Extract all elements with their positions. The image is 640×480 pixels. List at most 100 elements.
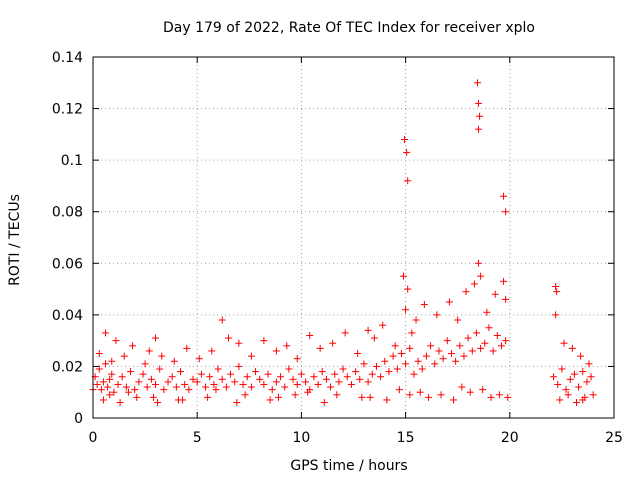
- data-point: [108, 357, 116, 365]
- data-point: [570, 370, 578, 378]
- data-point: [183, 344, 191, 352]
- data-point: [447, 350, 455, 358]
- data-point: [285, 365, 293, 373]
- data-point: [227, 370, 235, 378]
- data-point: [243, 373, 251, 381]
- data-point: [495, 391, 503, 399]
- data-point: [427, 342, 435, 350]
- data-point: [364, 326, 372, 334]
- data-point: [114, 380, 122, 388]
- data-point: [479, 386, 487, 394]
- data-point: [416, 388, 424, 396]
- data-point: [439, 355, 447, 363]
- data-point: [475, 99, 483, 107]
- data-point: [552, 282, 560, 290]
- data-point: [293, 380, 301, 388]
- data-point: [445, 298, 453, 306]
- data-point: [406, 344, 414, 352]
- data-point: [152, 334, 160, 342]
- data-point: [466, 388, 474, 396]
- data-point: [231, 378, 239, 386]
- data-point: [372, 362, 380, 370]
- data-point: [389, 352, 397, 360]
- data-point: [566, 375, 574, 383]
- data-point: [354, 350, 362, 358]
- data-point: [462, 288, 470, 296]
- data-point: [497, 342, 505, 350]
- data-point: [233, 399, 241, 407]
- data-point: [477, 344, 485, 352]
- data-point: [281, 383, 289, 391]
- data-point: [553, 288, 561, 296]
- data-point: [358, 393, 366, 401]
- data-point: [95, 350, 103, 358]
- data-point: [197, 370, 205, 378]
- data-point: [306, 331, 314, 339]
- data-point: [397, 350, 405, 358]
- data-point: [152, 380, 160, 388]
- data-point: [212, 386, 220, 394]
- plot-frame: [92, 56, 615, 419]
- data-point: [393, 365, 401, 373]
- y-tick-label: 0: [74, 411, 83, 427]
- data-point: [235, 339, 243, 347]
- data-point: [99, 378, 107, 386]
- data-point: [222, 383, 230, 391]
- data-point: [214, 365, 222, 373]
- data-point: [493, 331, 501, 339]
- data-point: [343, 373, 351, 381]
- data-point: [241, 391, 249, 399]
- data-point: [500, 192, 508, 200]
- data-point: [335, 378, 343, 386]
- data-point: [475, 259, 483, 267]
- x-tick-label: 25: [605, 430, 623, 446]
- y-tick-label: 0.02: [52, 359, 83, 375]
- data-point: [568, 344, 576, 352]
- data-point: [129, 342, 137, 350]
- data-point: [172, 383, 180, 391]
- data-point: [256, 375, 264, 383]
- data-point: [408, 329, 416, 337]
- data-point: [404, 285, 412, 293]
- data-point: [333, 391, 341, 399]
- data-point: [164, 378, 172, 386]
- data-point: [218, 316, 226, 324]
- y-tick-label: 0.1: [61, 153, 83, 169]
- data-point: [131, 386, 139, 394]
- data-points: [89, 79, 597, 407]
- data-point: [450, 396, 458, 404]
- data-point: [550, 373, 558, 381]
- data-point: [487, 393, 495, 401]
- data-point: [235, 362, 243, 370]
- data-point: [268, 386, 276, 394]
- x-tick-label: 10: [292, 430, 310, 446]
- data-point: [552, 311, 560, 319]
- data-point: [443, 337, 451, 345]
- data-point: [579, 396, 587, 404]
- data-point: [352, 368, 360, 376]
- data-point: [179, 396, 187, 404]
- data-point: [577, 352, 585, 360]
- data-point: [302, 378, 310, 386]
- data-point: [589, 391, 597, 399]
- data-point: [383, 396, 391, 404]
- data-point: [206, 373, 214, 381]
- data-point: [341, 329, 349, 337]
- data-point: [277, 373, 285, 381]
- data-point: [456, 342, 464, 350]
- data-point: [283, 342, 291, 350]
- data-point: [293, 355, 301, 363]
- data-point: [502, 208, 510, 216]
- data-point: [402, 360, 410, 368]
- data-point: [420, 301, 428, 309]
- data-point: [422, 352, 430, 360]
- data-point: [404, 177, 412, 185]
- data-point: [556, 396, 564, 404]
- data-point: [504, 393, 512, 401]
- data-point: [575, 383, 583, 391]
- data-point: [122, 383, 130, 391]
- data-point: [491, 290, 499, 298]
- data-point: [116, 399, 124, 407]
- data-point: [435, 347, 443, 355]
- data-point: [473, 79, 481, 87]
